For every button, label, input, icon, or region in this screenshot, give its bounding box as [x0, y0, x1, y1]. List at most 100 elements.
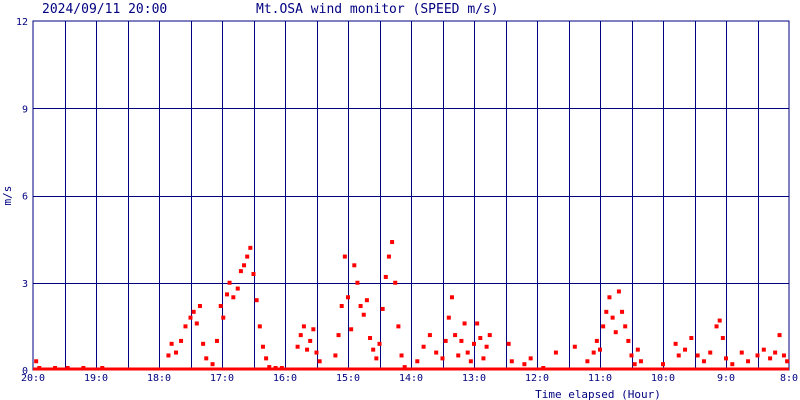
data-point: [708, 350, 713, 355]
data-point: [459, 338, 464, 343]
y-tick-label: 6: [22, 192, 28, 203]
data-point: [183, 324, 188, 329]
data-point: [311, 327, 316, 332]
x-axis-label: Time elapsed (Hour): [535, 388, 661, 400]
data-point: [456, 353, 461, 358]
data-point: [462, 321, 467, 326]
data-point: [689, 336, 694, 341]
data-point: [380, 306, 385, 311]
data-point: [607, 295, 612, 300]
data-point: [481, 356, 486, 361]
data-point: [37, 366, 42, 370]
data-point: [446, 315, 451, 320]
data-point: [295, 344, 300, 349]
x-tick-label: 18:0: [147, 373, 171, 384]
data-point: [390, 240, 395, 245]
data-point: [724, 356, 728, 361]
x-tick-label: 15:0: [336, 373, 360, 384]
data-point: [238, 269, 243, 274]
data-point: [673, 341, 678, 346]
data-point: [349, 327, 354, 332]
data-point: [739, 350, 744, 355]
data-point: [374, 356, 379, 361]
data-point: [613, 330, 618, 335]
x-tick-label: 16:0: [273, 373, 297, 384]
data-point: [210, 362, 215, 367]
data-point: [591, 350, 596, 355]
data-point: [194, 321, 199, 326]
x-tick-label: 14:0: [399, 373, 423, 384]
data-point: [308, 338, 313, 343]
chart-title: Mt.OSA wind monitor (SPEED m/s): [256, 2, 499, 17]
data-point: [301, 324, 306, 329]
data-point: [65, 366, 70, 370]
data-point: [317, 359, 322, 364]
data-point: [298, 333, 303, 338]
data-point: [465, 350, 470, 355]
data-point: [399, 353, 404, 358]
data-point: [626, 338, 631, 343]
data-point: [254, 298, 259, 303]
data-points: [33, 240, 790, 371]
data-point: [383, 274, 388, 279]
data-point: [235, 286, 240, 291]
data-point: [227, 280, 232, 285]
data-point: [478, 336, 483, 341]
data-point: [257, 324, 262, 329]
x-tick-label: 20:0: [21, 373, 45, 384]
data-point: [333, 353, 338, 358]
data-point: [541, 366, 546, 370]
data-point: [661, 362, 665, 367]
data-point: [34, 359, 39, 364]
y-tick-label: 3: [22, 279, 28, 290]
data-point: [100, 366, 105, 370]
data-point: [604, 309, 609, 314]
data-point: [777, 333, 782, 338]
y-tick-labels: 0 3 6 9 12: [16, 17, 28, 377]
data-point: [472, 341, 476, 346]
data-point: [484, 344, 489, 349]
data-point: [601, 324, 606, 329]
data-point: [377, 341, 382, 346]
x-tick-label: 19:0: [84, 373, 108, 384]
data-point: [434, 350, 439, 355]
data-point: [179, 338, 184, 343]
data-point: [355, 280, 360, 285]
x-tick-label: 13:0: [462, 373, 486, 384]
x-tick-labels: 20:0 19:0 18:0 17:0 16:0 15:0 14:0 13:0 12:0 11:0…: [21, 373, 798, 384]
y-tick-label: 0: [22, 366, 28, 377]
data-point: [522, 362, 527, 367]
data-point: [623, 324, 628, 329]
data-point: [204, 356, 209, 361]
x-tick-label: 12:0: [525, 373, 549, 384]
data-point: [386, 254, 391, 259]
data-point: [346, 295, 350, 300]
data-point: [396, 324, 401, 329]
x-tick-label: 10:0: [651, 373, 675, 384]
data-point: [197, 304, 202, 309]
data-point: [638, 359, 643, 364]
data-point: [453, 333, 458, 338]
data-point: [267, 365, 272, 370]
data-point: [342, 254, 347, 259]
data-point: [768, 356, 773, 361]
data-point: [248, 245, 253, 250]
data-point: [506, 341, 511, 346]
data-point: [620, 309, 625, 314]
data-point: [421, 344, 426, 349]
data-point: [720, 336, 725, 341]
data-point: [245, 254, 250, 259]
x-tick-label: 17:0: [210, 373, 234, 384]
data-point: [509, 359, 514, 364]
y-tick-label: 9: [22, 104, 28, 115]
data-point: [371, 347, 376, 352]
data-point: [218, 304, 223, 309]
data-point: [225, 292, 230, 297]
data-point: [683, 347, 688, 352]
data-point: [393, 280, 398, 285]
data-point: [443, 338, 448, 343]
data-point: [610, 315, 615, 320]
data-point: [166, 353, 171, 358]
data-point: [585, 359, 590, 364]
